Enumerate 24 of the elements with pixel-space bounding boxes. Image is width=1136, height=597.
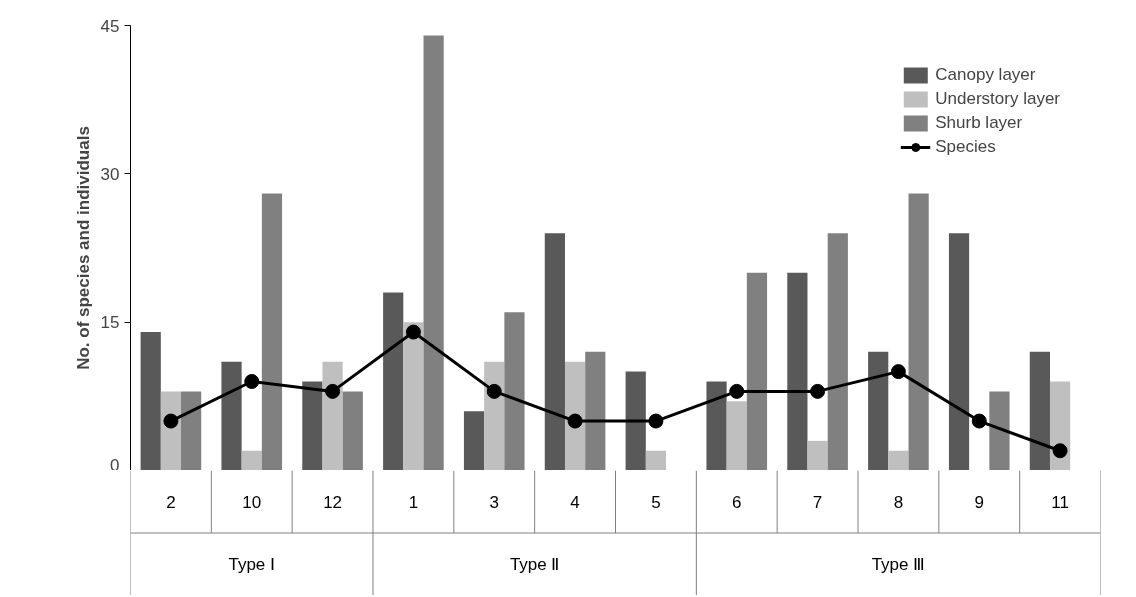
x-tick-label: 10 (242, 492, 262, 512)
x-tick-label: 7 (812, 492, 823, 512)
x-tick-label: 6 (732, 492, 742, 512)
y-axis-title: No. of species and individuals (73, 126, 93, 370)
text: Type Ⅲ (871, 554, 926, 574)
text: Type Ⅰ (228, 554, 276, 574)
x-tick-label: 5 (651, 492, 661, 512)
x-tick-label: 3 (489, 492, 499, 512)
x-tick-label: 1 (408, 492, 419, 512)
y-tick-label: 0 (110, 455, 120, 475)
x-tick-label: 12 (323, 492, 343, 512)
x-tick-label: 2 (166, 492, 176, 512)
x-tick-label: 4 (570, 492, 580, 512)
legend-label: Species (935, 137, 996, 157)
x-tick-label: 11 (1051, 492, 1069, 512)
legend-label: Understory layer (935, 89, 1060, 109)
text: Type Ⅱ (509, 554, 560, 574)
y-tick-label: 15 (100, 313, 120, 333)
y-tick-label: 30 (100, 164, 120, 184)
x-tick-label: 8 (893, 492, 904, 512)
legend-label: Shurb layer (935, 113, 1023, 133)
y-tick-label: 45 (100, 16, 120, 36)
x-tick-label: 9 (974, 492, 984, 512)
legend-label: Canopy layer (935, 65, 1036, 85)
